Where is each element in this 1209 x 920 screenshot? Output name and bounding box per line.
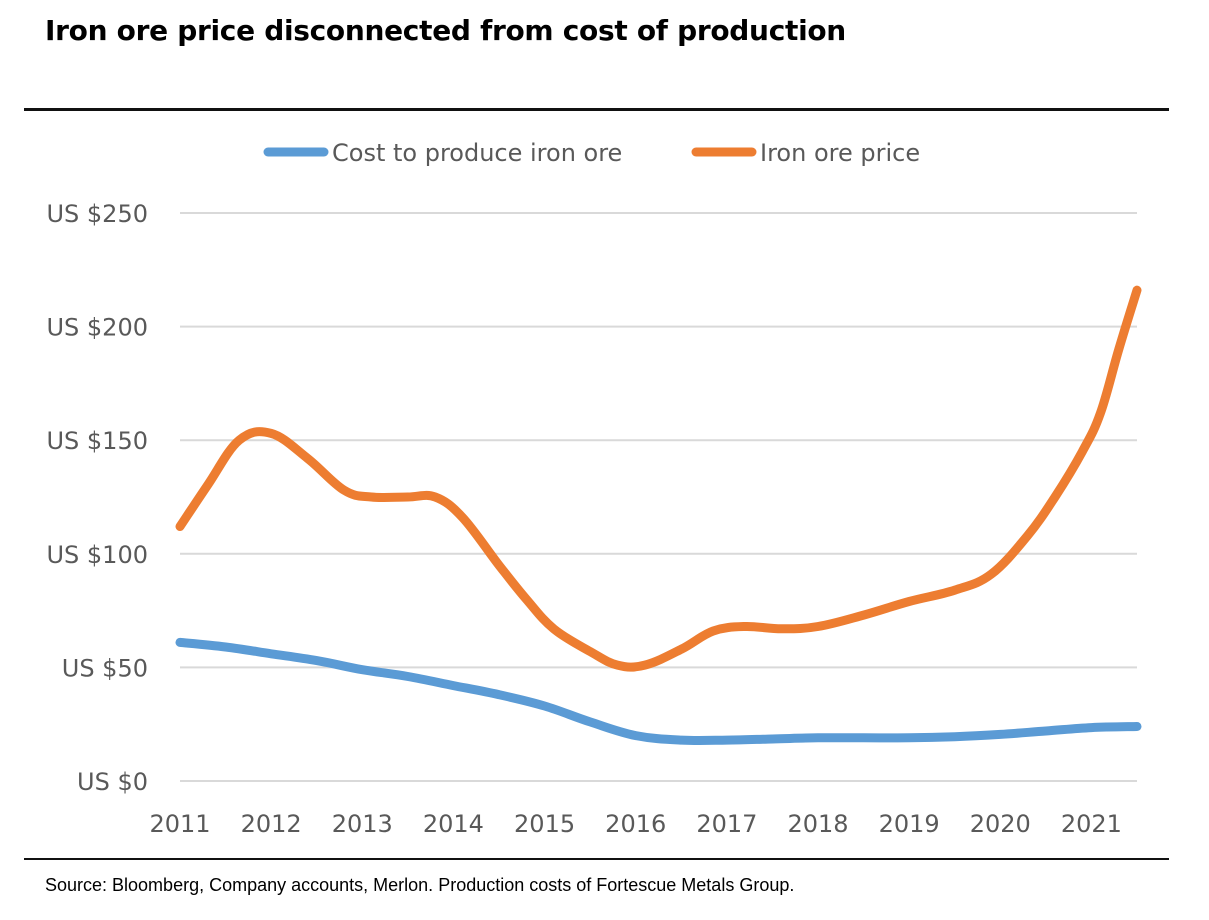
y-tick-label: US $250	[46, 200, 148, 228]
bottom-divider	[24, 858, 1169, 860]
legend-label: Cost to produce iron ore	[332, 139, 622, 167]
series-line-price	[175, 285, 1142, 672]
x-tick-label: 2016	[605, 810, 666, 838]
x-tick-label: 2021	[1061, 810, 1122, 838]
source-note: Source: Bloomberg, Company accounts, Mer…	[45, 875, 795, 895]
top-divider	[24, 108, 1169, 111]
x-tick-label: 2015	[514, 810, 575, 838]
x-tick-label: 2020	[970, 810, 1031, 838]
legend-label: Iron ore price	[760, 139, 920, 167]
y-tick-label: US $0	[77, 768, 148, 796]
x-tick-label: 2018	[787, 810, 848, 838]
legend: Cost to produce iron ore Iron ore price	[263, 139, 920, 167]
y-tick-label: US $200	[46, 314, 148, 342]
y-axis-labels: US $0 US $50 US $100 US $150 US $200 US $250	[46, 200, 148, 796]
chart-title: Iron ore price disconnected from cost of…	[45, 14, 846, 47]
x-tick-label: 2014	[423, 810, 484, 838]
y-tick-label: US $50	[62, 654, 148, 682]
x-tick-label: 2013	[332, 810, 393, 838]
x-axis-labels: 2011 2012 2013 2014 2015 2016 2017 2018 2019 2020…	[149, 810, 1122, 838]
series-line-cost	[175, 637, 1142, 746]
x-tick-label: 2011	[149, 810, 210, 838]
gridlines	[180, 212, 1137, 782]
series-lines	[175, 285, 1142, 746]
x-tick-label: 2019	[879, 810, 940, 838]
x-tick-label: 2012	[241, 810, 302, 838]
x-tick-label: 2017	[696, 810, 757, 838]
y-tick-label: US $100	[46, 541, 148, 569]
y-tick-label: US $150	[46, 427, 148, 455]
